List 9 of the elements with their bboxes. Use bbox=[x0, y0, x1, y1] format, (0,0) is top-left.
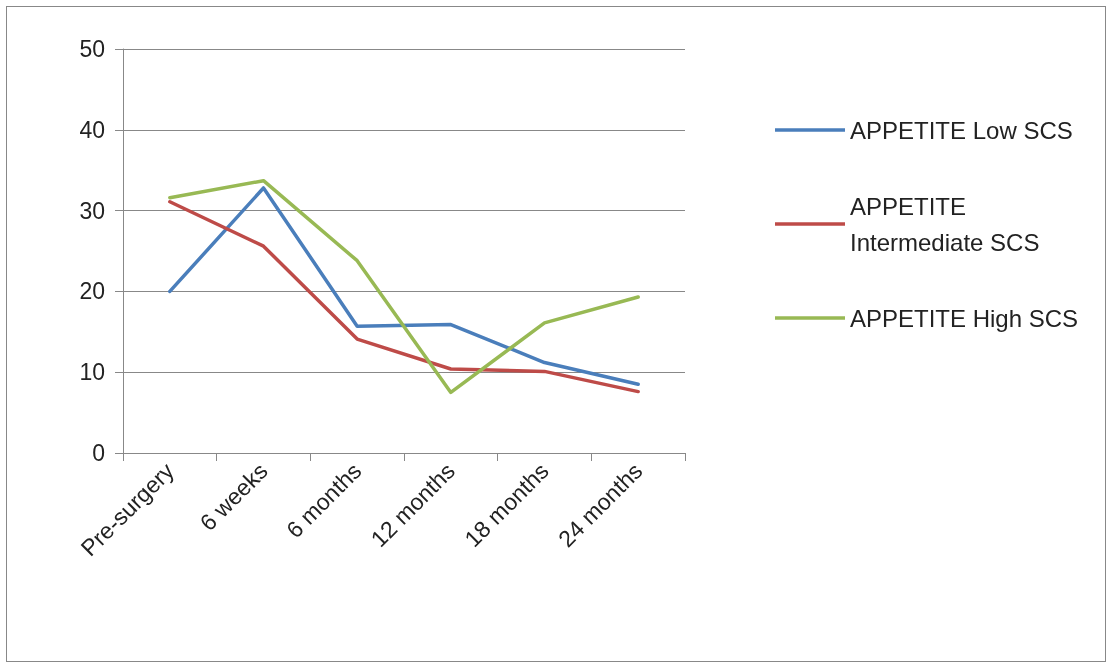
legend-label: APPETITE Low SCS bbox=[850, 116, 1073, 144]
legend-label: APPETITE High SCS bbox=[850, 304, 1079, 332]
y-tick-label: 20 bbox=[79, 278, 105, 305]
y-tick-label: 50 bbox=[79, 36, 105, 62]
y-tick-label: 10 bbox=[79, 359, 105, 386]
y-tick-label: 40 bbox=[79, 116, 105, 143]
legend-label: APPETITE Intermediate SCS bbox=[850, 192, 1040, 256]
y-tick-label: 30 bbox=[79, 197, 105, 224]
y-tick-label: 0 bbox=[92, 440, 105, 466]
